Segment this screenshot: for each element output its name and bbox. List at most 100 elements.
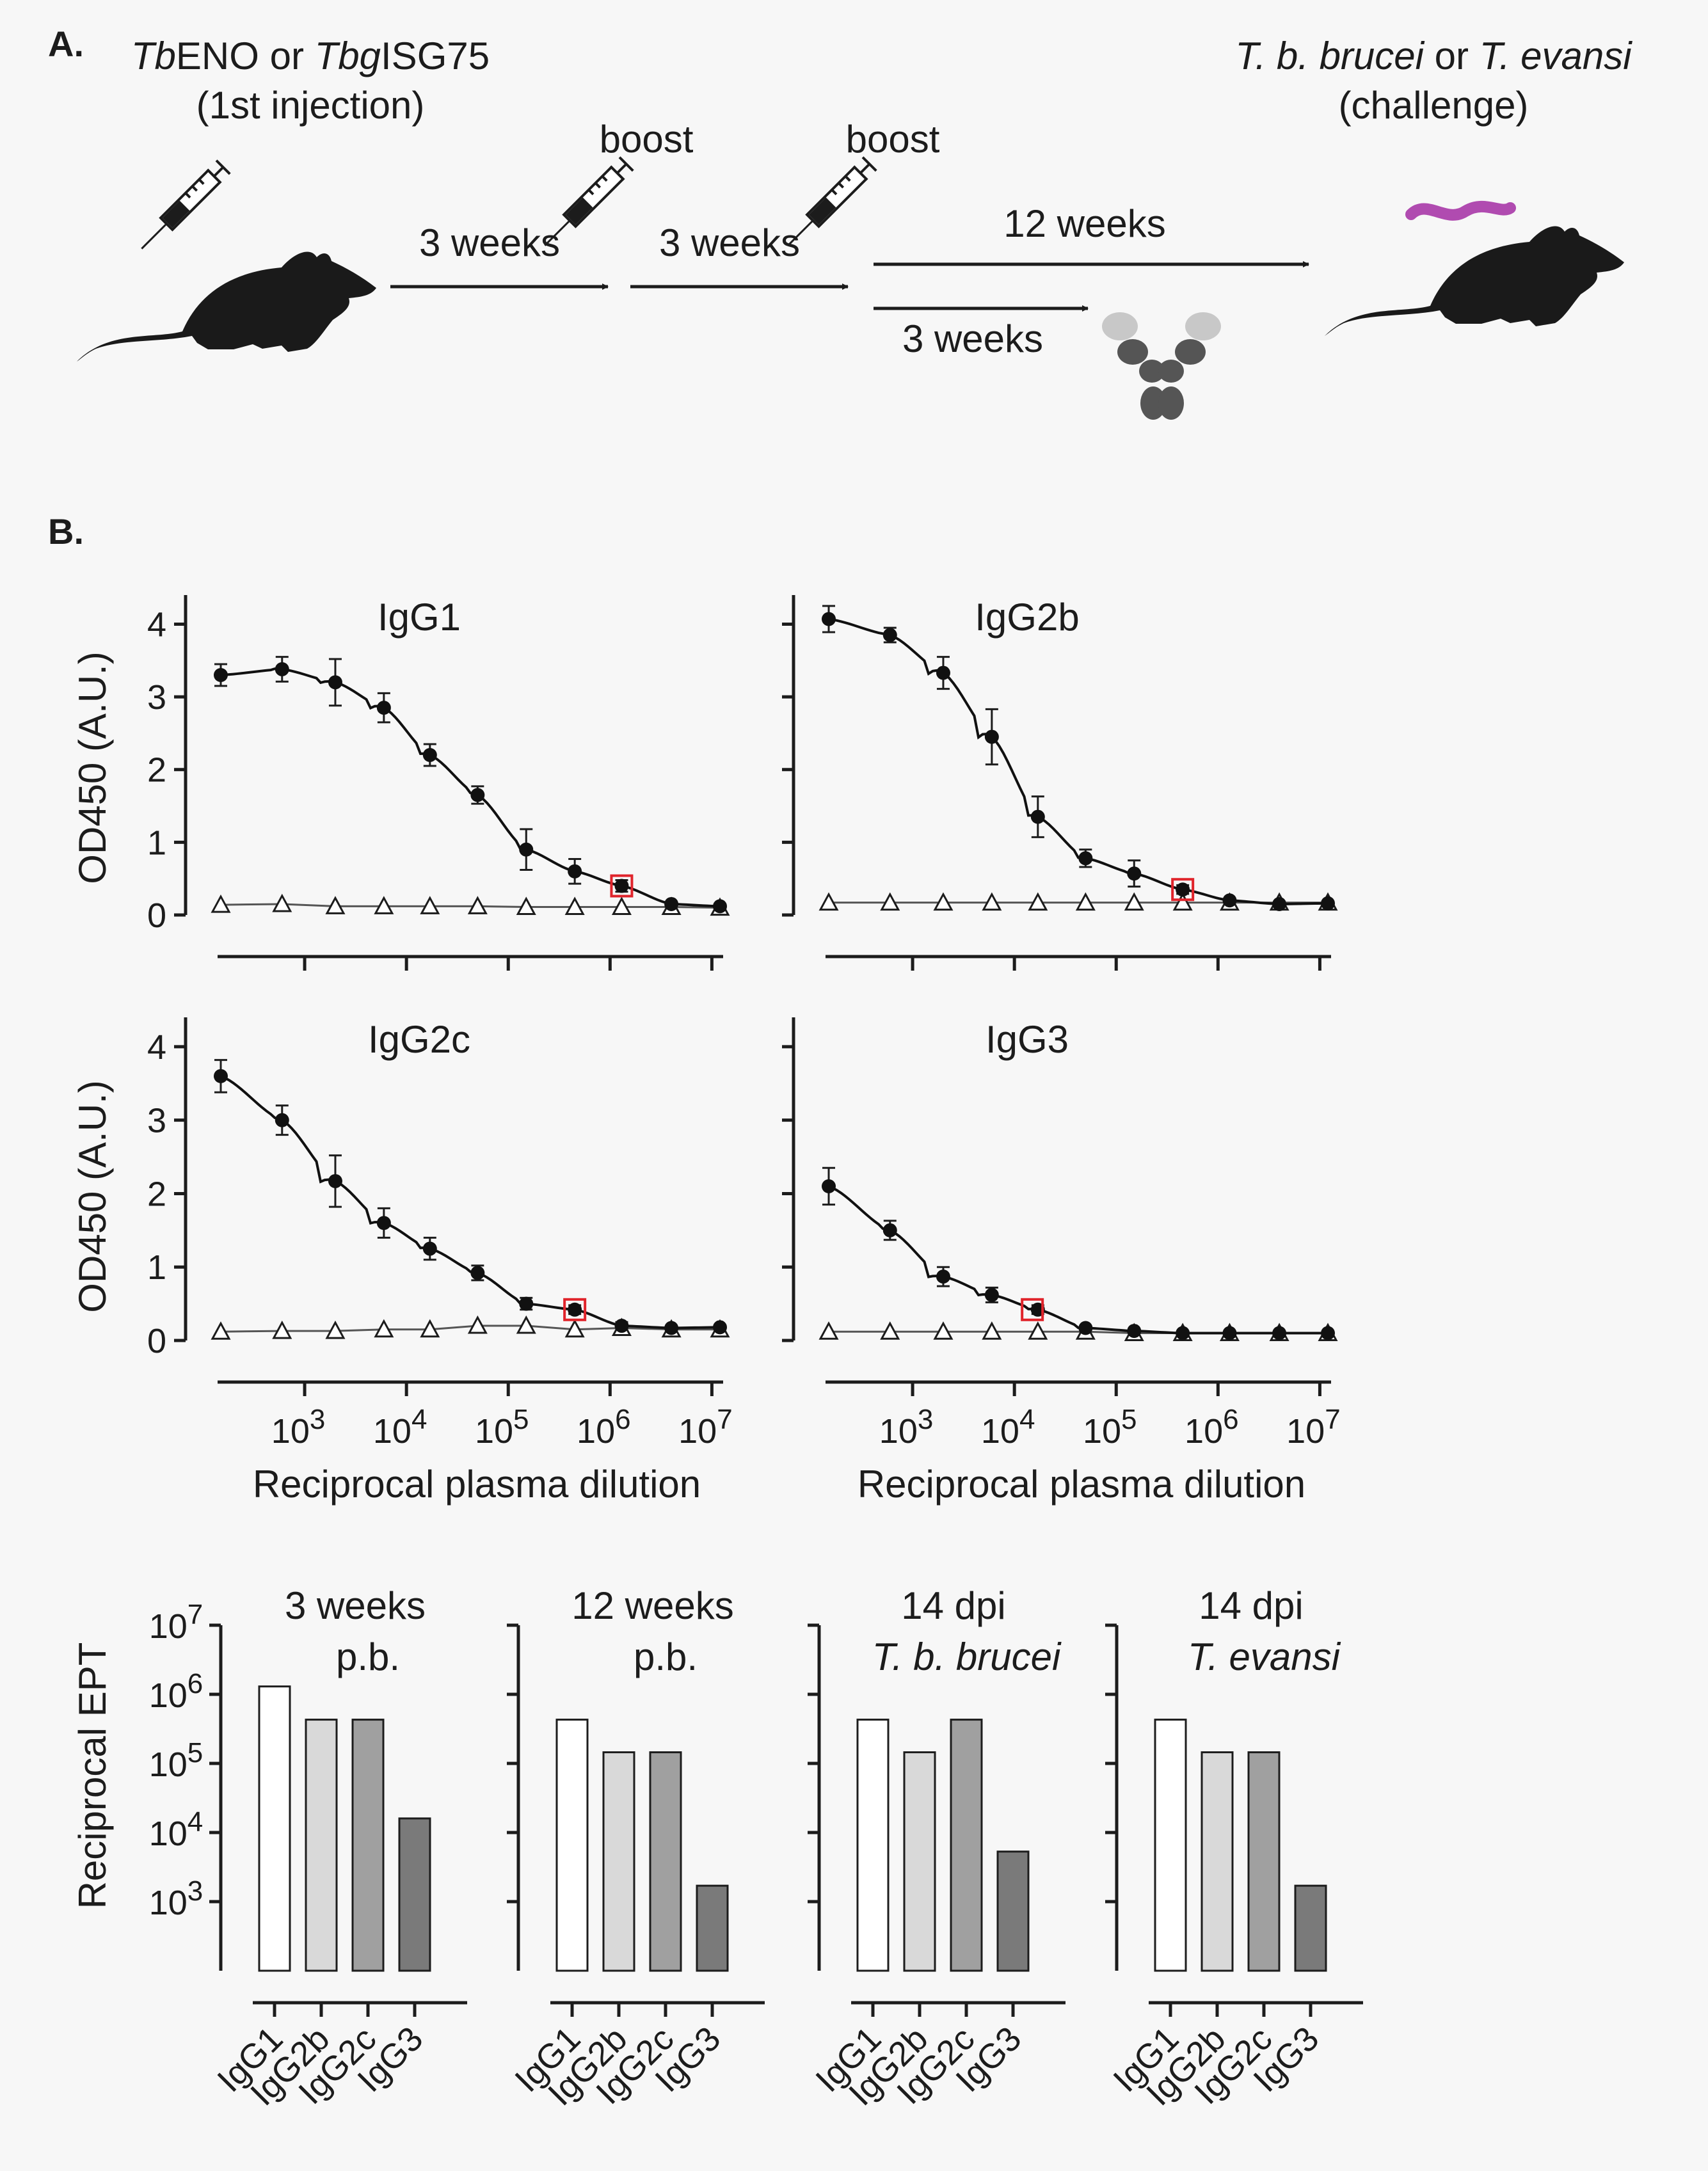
fit-curve (220, 667, 721, 908)
data-point (1272, 896, 1287, 911)
chart-title: IgG3 (986, 1018, 1069, 1061)
panel-a-label: A. (48, 24, 84, 64)
y-tick-label: 0 (147, 1322, 166, 1360)
bar-group-title-line1: 12 weeks (571, 1584, 733, 1627)
chart-title: IgG1 (378, 596, 461, 639)
control-point (420, 896, 440, 914)
control-point (880, 1321, 900, 1340)
y-tick-label: 4 (147, 1028, 166, 1067)
data-point (568, 1302, 582, 1317)
data-point (214, 1069, 228, 1083)
data-point (328, 1173, 342, 1188)
bar-ylabel: Reciprocal EPT (71, 1642, 114, 1909)
y-tick-label: 0 (147, 896, 166, 935)
x-tick-label: 106 (1185, 1404, 1239, 1451)
interval-label-long: 12 weeks (1003, 202, 1165, 245)
x-tick-label: 105 (1083, 1404, 1137, 1451)
bar-igg3 (1294, 1884, 1327, 1972)
data-point (470, 1266, 485, 1280)
control-point (1028, 892, 1048, 911)
chart-igg2c: 0 1 2 3 4 103 104 105 106 107 IgG2c (147, 1017, 733, 1451)
bar-group-title-line1: 14 dpi (1199, 1584, 1303, 1627)
fit-curve (828, 617, 1329, 905)
y-tick-label: 2 (147, 1175, 166, 1213)
x-tick-label: 105 (475, 1404, 529, 1451)
xlabel-right: Reciprocal plasma dilution (858, 1463, 1305, 1506)
data-point (519, 1296, 534, 1311)
x-tick-label: 103 (879, 1404, 934, 1451)
y-tick-label: 2 (147, 751, 166, 790)
challenge-tev-text: T. evansi (1480, 35, 1633, 77)
control-point (467, 896, 488, 914)
x-tick-label: 103 (271, 1404, 326, 1451)
bar-igg2c (649, 1751, 682, 1972)
control-point (564, 896, 585, 915)
control-point (611, 896, 632, 915)
fit-curve (828, 1185, 1328, 1335)
dilution-curves: 0 1 2 3 4 IgG1 IgG2b 0 1 2 3 4 103 104 105 106 107 IgG2c 1… (147, 595, 1341, 1451)
y-tick-label: 1 (147, 823, 166, 862)
boost-label-1: boost (600, 118, 694, 161)
data-point (614, 879, 629, 893)
fit-curve (220, 1074, 721, 1330)
data-point (614, 1319, 629, 1333)
bar-igg1 (258, 1685, 291, 1972)
antigen-isg75-text: ISG75 (381, 35, 490, 77)
control-point (374, 1319, 394, 1338)
data-point (422, 748, 437, 762)
xlabel-left: Reciprocal plasma dilution (253, 1463, 701, 1506)
bar-igg1 (856, 1719, 890, 1972)
data-point (1321, 896, 1335, 911)
chart-title: IgG2b (975, 596, 1079, 639)
data-point (470, 788, 485, 802)
bar-igg2b (1201, 1751, 1234, 1972)
data-point (275, 1113, 289, 1127)
antigen-tbg-prefix: Tbg (315, 35, 381, 77)
bar-y-tick-label: 106 (149, 1668, 204, 1715)
bar-igg2b (305, 1719, 338, 1972)
data-point (822, 1179, 836, 1193)
control-point (1172, 892, 1193, 911)
challenge-tbb-text: T. b. brucei (1235, 35, 1425, 77)
data-point (328, 675, 342, 690)
y-tick-label: 4 (147, 605, 166, 644)
endpoint-titer-marker (563, 1298, 587, 1321)
control-point (933, 892, 954, 911)
control-point (982, 892, 1002, 911)
control-point (982, 1321, 1002, 1340)
data-point (1222, 1326, 1237, 1340)
bar-y-tick-label: 104 (149, 1806, 204, 1853)
chart-igg1: 0 1 2 3 4 IgG1 (147, 595, 730, 971)
antigen-label-line1: TbENO or TbgISG75 (131, 35, 490, 77)
data-point (214, 668, 228, 682)
control-point (933, 1321, 954, 1340)
control-point (272, 1320, 292, 1339)
y-tick-label: 3 (147, 678, 166, 717)
data-point (822, 612, 836, 626)
bar-group-title-line2: p.b. (634, 1635, 698, 1678)
bar-group-title-line1: 3 weeks (285, 1584, 426, 1627)
control-point (1124, 892, 1144, 911)
bar-group-title-line2: T. evansi (1188, 1635, 1341, 1678)
interval-label-1: 3 weeks (419, 221, 560, 264)
bar-igg1 (1154, 1719, 1187, 1972)
antigen-eno-text: ENO or (176, 35, 315, 77)
x-tick-label: 107 (1286, 1404, 1341, 1451)
bar-igg3 (398, 1817, 431, 1972)
bar-group-title-line2: T. b. brucei (872, 1635, 1062, 1678)
control-point (818, 1321, 839, 1340)
control-point (564, 1319, 585, 1338)
data-point (1176, 1326, 1190, 1340)
control-point (1075, 892, 1096, 911)
syringe-icon (133, 159, 232, 257)
y-tick-label: 1 (147, 1248, 166, 1287)
bar-igg2b (602, 1751, 635, 1972)
challenge-or-text: or (1424, 35, 1480, 77)
data-point (664, 896, 679, 911)
ylabel-top: OD450 (A.U.) (71, 651, 114, 884)
control-point (420, 1319, 440, 1338)
interval-label-2: 3 weeks (659, 221, 800, 264)
